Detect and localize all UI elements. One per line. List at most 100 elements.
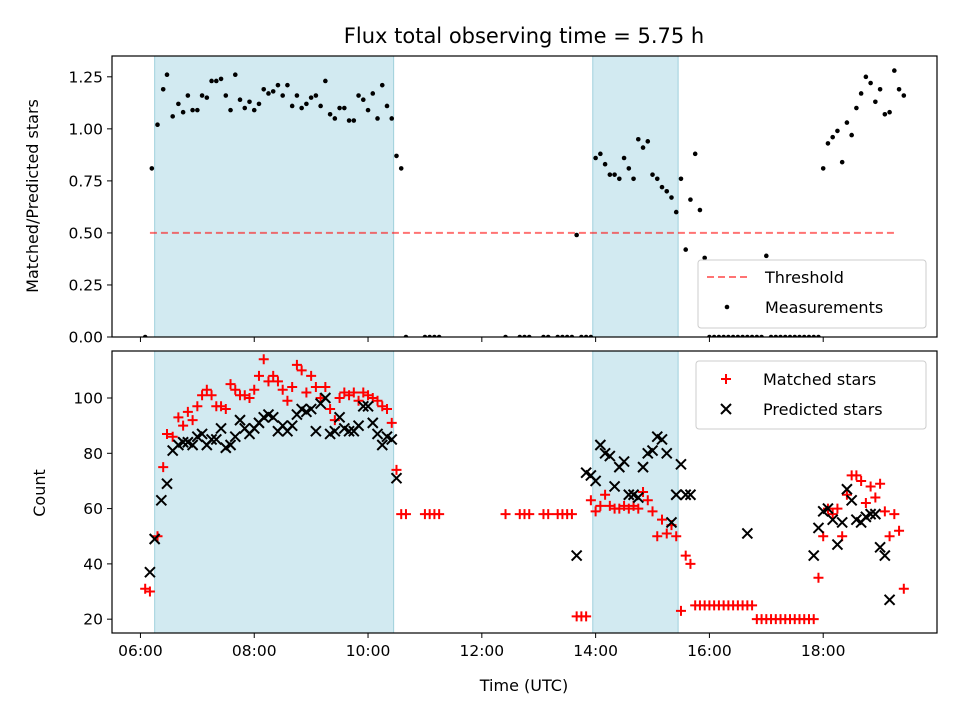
measurement-point (603, 162, 608, 167)
matched-star-point (866, 481, 876, 491)
x-tick-label: 12:00 (459, 642, 504, 660)
measurement-point (840, 160, 845, 165)
chart-figure: Flux total observing time = 5.75 h 0.00 0… (0, 0, 960, 720)
matched-star-point (567, 509, 577, 519)
matched-star-point (861, 498, 871, 508)
measurement-point (641, 145, 646, 150)
measurement-point (878, 87, 883, 92)
measurement-point (598, 152, 603, 157)
measurement-point (845, 120, 850, 125)
measurement-point (608, 172, 613, 177)
bottom-legend: Matched stars Predicted stars (696, 361, 926, 429)
top-panel: 0.000.250.500.751.001.25ThresholdMeasure… (68, 56, 937, 347)
measurement-point (593, 156, 598, 161)
predicted-star-point (572, 551, 582, 561)
measurement-point (366, 108, 371, 113)
top-y-tick-label: 0.75 (68, 172, 103, 190)
measurement-point (214, 79, 219, 84)
measurement-point (195, 108, 200, 113)
matched-star-point (813, 573, 823, 583)
measurement-point (892, 68, 897, 73)
measurement-point (389, 116, 394, 121)
measurement-point (887, 110, 892, 115)
chart-title: Flux total observing time = 5.75 h (344, 24, 704, 48)
x-tick-label: 14:00 (573, 642, 618, 660)
top-shaded-band (593, 56, 678, 337)
matched-star-point (885, 531, 895, 541)
matched-star-point (401, 509, 411, 519)
top-y-tick-label: 0.50 (68, 224, 103, 242)
measurement-point (380, 83, 385, 88)
measurement-point (285, 83, 290, 88)
measurement-point (698, 208, 703, 213)
measurement-point (242, 106, 247, 111)
measurement-point (252, 108, 257, 113)
measurement-point (679, 177, 684, 182)
measurement-point (631, 177, 636, 182)
measurement-point (318, 104, 323, 109)
matched-star-point (543, 509, 553, 519)
measurement-point (238, 97, 243, 102)
bottom-y-tick-label: 100 (73, 390, 103, 408)
legend-matched-label: Matched stars (763, 370, 876, 389)
measurement-point (693, 152, 698, 157)
top-y-tick-label: 1.00 (68, 120, 103, 138)
measurement-point (370, 91, 375, 96)
measurement-point (821, 166, 826, 171)
measurement-point (314, 93, 319, 98)
x-tick-label: 18:00 (801, 642, 846, 660)
measurement-point (323, 79, 328, 84)
measurement-point (333, 116, 338, 121)
measurement-point (280, 93, 285, 98)
measurement-point (155, 122, 160, 127)
measurement-point (170, 114, 175, 119)
predicted-star-point (742, 528, 752, 538)
measurement-point (352, 118, 357, 123)
measurement-point (161, 87, 166, 92)
measurement-point (233, 72, 238, 77)
measurement-point (864, 75, 869, 80)
measurement-point (764, 254, 769, 259)
matched-star-point (851, 470, 861, 480)
predicted-star-point (837, 517, 847, 527)
matched-star-point (894, 526, 904, 536)
measurement-point (636, 137, 641, 142)
measurement-point (645, 139, 650, 144)
measurement-point (276, 83, 281, 88)
measurement-point (902, 93, 907, 98)
measurement-point (627, 166, 632, 171)
matched-star-point (870, 493, 880, 503)
top-legend: ThresholdMeasurements (698, 260, 926, 328)
measurement-point (683, 247, 688, 252)
measurement-point (165, 72, 170, 77)
measurement-point (257, 102, 262, 107)
matched-star-point (856, 476, 866, 486)
measurement-point (826, 141, 831, 146)
bottom-y-axis-label: Count (30, 469, 49, 517)
bottom-y-tick-label: 80 (83, 445, 103, 463)
measurement-point (304, 102, 309, 107)
measurement-point (347, 118, 352, 123)
matched-star-point (889, 509, 899, 519)
measurement-point (375, 116, 380, 121)
matched-star-point (899, 584, 909, 594)
matched-star-point (524, 509, 534, 519)
top-y-tick-label: 0.00 (68, 329, 103, 347)
predicted-star-point (145, 567, 155, 577)
x-axis-label: Time (UTC) (479, 676, 568, 695)
measurement-point (176, 102, 181, 107)
measurement-point (394, 154, 399, 159)
measurement-point (181, 110, 186, 115)
measurement-point (835, 129, 840, 134)
measurement-point (337, 106, 342, 111)
matched-star-point (880, 506, 890, 516)
legend-measurement-label: Measurements (765, 298, 883, 317)
measurement-point (209, 79, 214, 84)
measurement-point (219, 77, 224, 82)
measurement-point (150, 166, 155, 171)
measurement-point (228, 108, 233, 113)
measurement-point (664, 189, 669, 194)
measurement-point (309, 95, 314, 100)
predicted-star-point (813, 523, 823, 533)
legend-predicted-label: Predicted stars (763, 400, 883, 419)
